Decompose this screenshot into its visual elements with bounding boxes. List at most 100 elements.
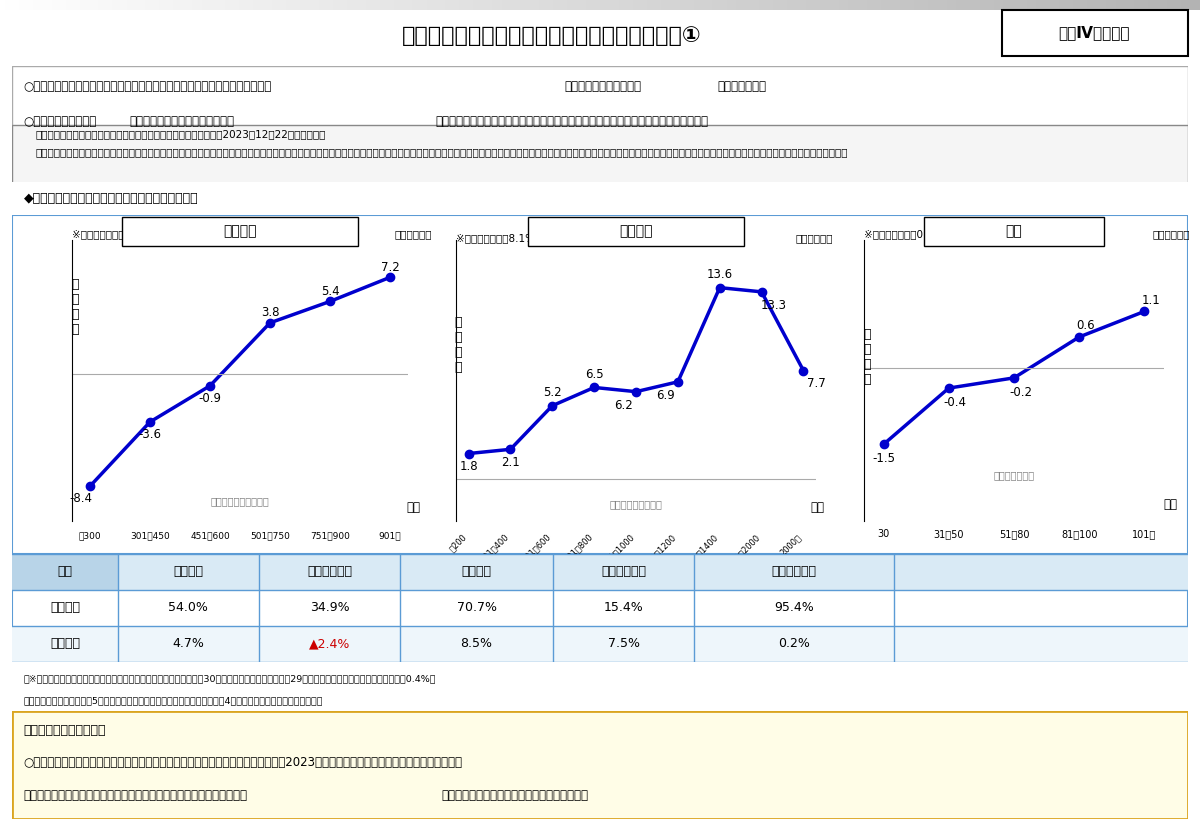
Text: 13.6: 13.6 — [707, 268, 733, 281]
FancyBboxPatch shape — [1002, 10, 1188, 56]
Text: 34.9%: 34.9% — [310, 601, 349, 614]
Text: -3.6: -3.6 — [138, 428, 162, 441]
Text: 延べ利用月者数（人）: 延べ利用月者数（人） — [211, 496, 269, 506]
Text: 2000～: 2000～ — [779, 533, 804, 557]
Text: -8.4: -8.4 — [70, 492, 92, 505]
Text: （出所）厚生労働省「令和5年度介護事業経営実態調査」、厚生労働省「令和4年介護サービス施設・事業所調査」: （出所）厚生労働省「令和5年度介護事業経営実態調査」、厚生労働省「令和4年介護サ… — [24, 696, 323, 705]
Text: （収支差率）: （収支差率） — [796, 233, 833, 243]
FancyBboxPatch shape — [12, 125, 1188, 183]
Text: 7.7: 7.7 — [806, 377, 826, 390]
Text: 8.5%: 8.5% — [461, 638, 492, 650]
Text: 規模: 規模 — [1163, 498, 1177, 511]
Text: 規模: 規模 — [406, 501, 420, 514]
Text: ◆規模別の収支状況（通所介護、訪問介護、特養）: ◆規模別の収支状況（通所介護、訪問介護、特養） — [24, 192, 198, 205]
FancyBboxPatch shape — [894, 554, 1188, 590]
Text: 751～900: 751～900 — [310, 532, 350, 541]
Text: 営利法人: 営利法人 — [462, 566, 492, 578]
Text: 【改革の方向性】（案）: 【改革の方向性】（案） — [24, 724, 107, 737]
Text: 901～: 901～ — [379, 532, 401, 541]
Text: ▲2.4%: ▲2.4% — [308, 638, 350, 650]
Text: 延べ訪問回数（回）: 延べ訪問回数（回） — [610, 500, 662, 509]
Text: 801～1000: 801～1000 — [600, 533, 636, 568]
Text: 6.5: 6.5 — [584, 368, 604, 380]
Text: ※平均収支差率：1.8%: ※平均収支差率：1.8% — [72, 229, 151, 239]
FancyBboxPatch shape — [694, 626, 894, 662]
Text: （収支差率）: （収支差率） — [395, 229, 432, 239]
FancyBboxPatch shape — [118, 626, 259, 662]
FancyBboxPatch shape — [924, 217, 1104, 246]
Text: 7.2: 7.2 — [380, 261, 400, 274]
Text: ※平均収支差率：0.1%: ※平均収支差率：0.1% — [864, 230, 943, 240]
Text: 31～50: 31～50 — [934, 528, 964, 538]
Text: 収
支
差
率: 収 支 差 率 — [864, 328, 871, 386]
Text: 収支差率: 収支差率 — [50, 638, 80, 650]
Text: -0.2: -0.2 — [1009, 385, 1032, 399]
Text: 201～400: 201～400 — [479, 533, 510, 565]
FancyBboxPatch shape — [12, 215, 1188, 554]
FancyBboxPatch shape — [118, 554, 259, 590]
FancyBboxPatch shape — [694, 554, 894, 590]
Text: 。この中で、営利法人と社会福祉法人を比較すると、営利法人の方が収支差率が良好。: 。この中で、営利法人と社会福祉法人を比較すると、営利法人の方が収支差率が良好。 — [436, 115, 708, 128]
Text: 15.4%: 15.4% — [604, 601, 643, 614]
Text: ○　在宅・施設とも、: ○ 在宅・施設とも、 — [24, 115, 97, 128]
Text: 営利法人: 営利法人 — [174, 566, 204, 578]
FancyBboxPatch shape — [122, 217, 358, 246]
Text: 経営の協働化・大規模化を早急に進めるべき。: 経営の協働化・大規模化を早急に進めるべき。 — [442, 789, 588, 801]
Text: ～200: ～200 — [448, 533, 468, 553]
Text: 経営の協働化・大規模化: 経営の協働化・大規模化 — [565, 80, 642, 93]
Text: ○　規模の利益を生かして、介護現場の業務の効率化や職場環境改善を図るため、2023年度補正予算で措置した、人材の一括採用・事: ○ 規模の利益を生かして、介護現場の業務の効率化や職場環境改善を図るため、202… — [24, 757, 463, 769]
FancyBboxPatch shape — [12, 711, 1188, 819]
FancyBboxPatch shape — [259, 626, 400, 662]
Text: 構成割合: 構成割合 — [50, 601, 80, 614]
Text: 30: 30 — [877, 528, 889, 538]
Text: 1001～1200: 1001～1200 — [638, 533, 678, 571]
Text: 70.7%: 70.7% — [456, 601, 497, 614]
FancyBboxPatch shape — [400, 554, 553, 590]
Text: 1.1: 1.1 — [1141, 294, 1160, 307]
Text: 5.4: 5.4 — [320, 284, 340, 298]
Text: 4.7%: 4.7% — [173, 638, 204, 650]
Text: 81～100: 81～100 — [1061, 528, 1098, 538]
Text: 1.8: 1.8 — [460, 461, 478, 473]
Text: 451～600: 451～600 — [190, 532, 230, 541]
Text: 資料Ⅳ－３－４: 資料Ⅳ－３－４ — [1058, 26, 1130, 41]
Text: 51～80: 51～80 — [998, 528, 1030, 538]
Text: 0.6: 0.6 — [1076, 319, 1096, 332]
Text: 0.2%: 0.2% — [778, 638, 810, 650]
Text: 6.2: 6.2 — [614, 399, 632, 412]
Text: 3.8: 3.8 — [260, 306, 280, 319]
Text: 301～450: 301～450 — [130, 532, 170, 541]
Text: -0.9: -0.9 — [198, 392, 222, 405]
Text: 務処理部門の集約・老朽設備の更新等のための支援策を活用して、: 務処理部門の集約・老朽設備の更新等のための支援策を活用して、 — [24, 789, 247, 801]
Text: 収
支
差
率: 収 支 差 率 — [71, 278, 79, 336]
Text: ○　限られた介護人材のリソースを有効に活用し、生産性を上げていくため、: ○ 限られた介護人材のリソースを有効に活用し、生産性を上げていくため、 — [24, 80, 272, 93]
Text: は重要な取組。: は重要な取組。 — [718, 80, 767, 93]
Text: ※平均収支差率：8.1%: ※平均収支差率：8.1% — [456, 233, 535, 243]
Text: 形態: 形態 — [58, 566, 72, 578]
Text: （※）収支差率は補助金含む、税引き前の値。特養については、定員30名以上の広域型が対象。定員29名以下の地域密着型特養の収支差率は－0.4%。: （※）収支差率は補助金含む、税引き前の値。特養については、定員30名以上の広域型… — [24, 674, 437, 683]
Text: 収
支
差
率: 収 支 差 率 — [455, 316, 462, 375]
Text: 401～600: 401～600 — [520, 533, 552, 565]
Text: 5.2: 5.2 — [542, 386, 562, 399]
FancyBboxPatch shape — [400, 626, 553, 662]
FancyBboxPatch shape — [894, 626, 1188, 662]
Text: 「介護サービス事業者の経営の協働化・大規模化を推進するため、社会福祉連携推進法人の一層の活用の促進、法人・事業所間の連携による事務処理部門の集約や、共同で行うＩ: 「介護サービス事業者の経営の協働化・大規模化を推進するため、社会福祉連携推進法人… — [36, 147, 848, 157]
Text: 2.1: 2.1 — [502, 457, 520, 469]
Text: -1.5: -1.5 — [872, 452, 895, 466]
Text: （参考）全世代型社会保障構築を目指す改革の道筋（改革工程）（2023年12月22日閣議決定）: （参考）全世代型社会保障構築を目指す改革の道筋（改革工程）（2023年12月22… — [36, 129, 326, 139]
Text: 6.9: 6.9 — [656, 389, 674, 402]
Text: 社会福祉法人: 社会福祉法人 — [601, 566, 646, 578]
Text: 訪問介護: 訪問介護 — [619, 225, 653, 238]
FancyBboxPatch shape — [553, 554, 694, 590]
Text: 1401～2000: 1401～2000 — [722, 533, 762, 571]
Text: 社会福祉法人: 社会福祉法人 — [772, 566, 816, 578]
FancyBboxPatch shape — [12, 554, 118, 590]
FancyBboxPatch shape — [12, 66, 1188, 182]
Text: 101～: 101～ — [1133, 528, 1157, 538]
FancyBboxPatch shape — [259, 554, 400, 590]
Text: 通所介護: 通所介護 — [223, 225, 257, 238]
Text: 1201～1400: 1201～1400 — [680, 533, 720, 571]
Text: 生産性の向上：経営の協働化・大規模化の推進①: 生産性の向上：経営の協働化・大規模化の推進① — [402, 26, 702, 46]
Text: -0.4: -0.4 — [944, 396, 967, 409]
FancyBboxPatch shape — [528, 217, 744, 246]
